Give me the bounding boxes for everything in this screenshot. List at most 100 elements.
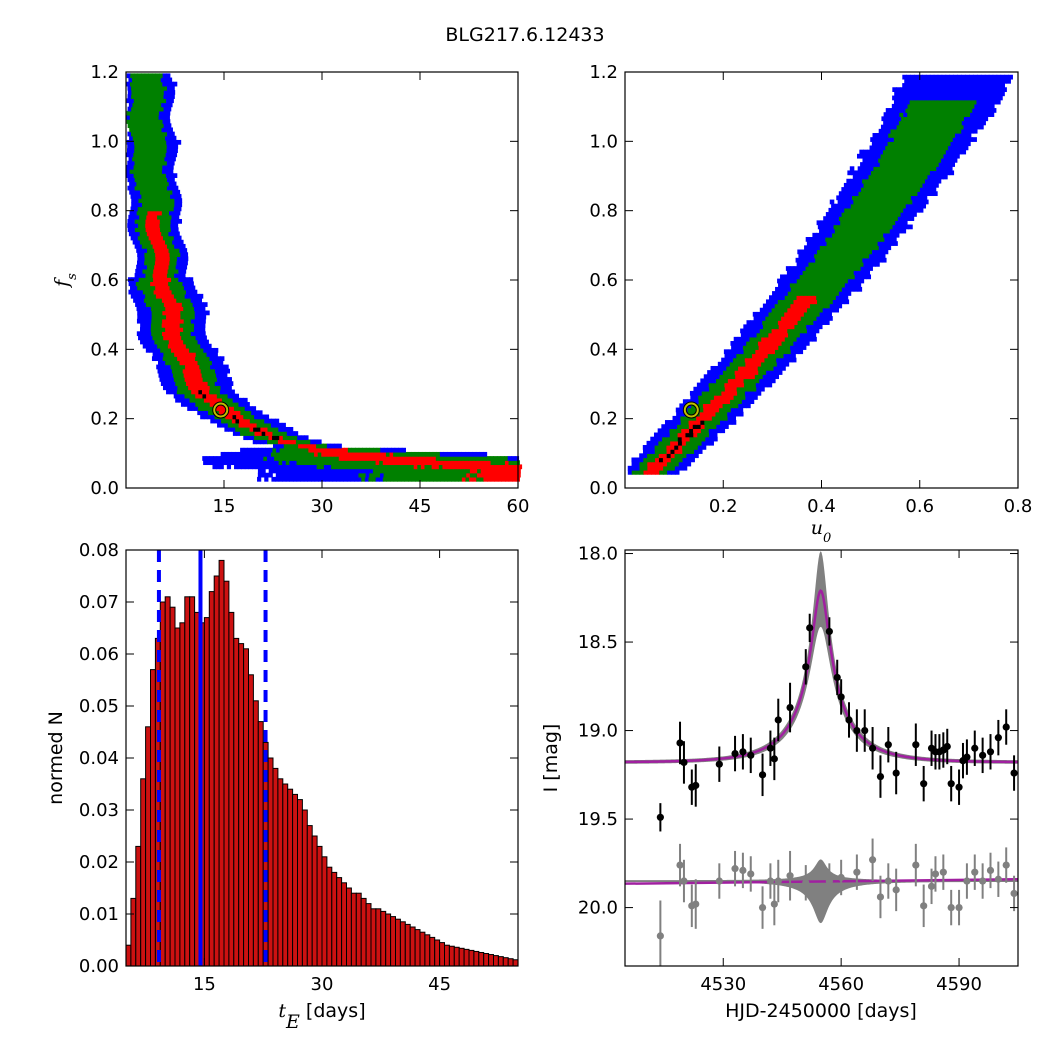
posterior-cell	[819, 245, 825, 251]
posterior-cell	[929, 99, 934, 105]
data-point	[739, 748, 747, 756]
posterior-cell	[912, 199, 917, 205]
posterior-cell	[896, 174, 901, 180]
posterior-cell	[775, 353, 781, 359]
posterior-cell	[654, 445, 660, 450]
posterior-cell	[489, 464, 494, 470]
posterior-cell	[759, 328, 765, 334]
posterior-cell	[220, 422, 225, 428]
posterior-cell	[415, 476, 420, 482]
posterior-cell	[738, 370, 744, 375]
posterior-cell	[797, 320, 803, 325]
posterior-cell	[682, 449, 687, 454]
posterior-cell	[807, 245, 813, 251]
posterior-cell	[149, 106, 154, 112]
posterior-cell	[133, 169, 138, 174]
posterior-cell	[917, 99, 923, 105]
posterior-cell	[138, 123, 143, 129]
posterior-cell	[899, 103, 905, 109]
posterior-cell	[948, 145, 953, 151]
posterior-cell	[873, 212, 878, 217]
posterior-cell	[671, 469, 676, 475]
posterior-cell	[144, 139, 149, 145]
posterior-cell	[275, 472, 280, 478]
data-point	[656, 813, 664, 821]
posterior-cell	[205, 389, 210, 395]
posterior-cell	[264, 435, 270, 441]
posterior-cell	[153, 277, 158, 282]
posterior-cell	[919, 187, 925, 192]
posterior-cell	[890, 149, 896, 155]
posterior-cell	[194, 314, 199, 320]
posterior-cell	[136, 169, 141, 174]
posterior-cell	[979, 116, 985, 122]
posterior-cell	[169, 139, 174, 145]
posterior-cell	[155, 252, 160, 258]
posterior-cell	[681, 428, 686, 434]
posterior-cell	[846, 274, 852, 280]
posterior-cell	[153, 281, 158, 287]
posterior-cell	[879, 220, 885, 226]
posterior-cell	[466, 472, 471, 478]
posterior-cell	[684, 415, 689, 421]
posterior-cell	[674, 465, 680, 471]
posterior-cell	[759, 349, 764, 355]
posterior-cell	[934, 120, 939, 126]
posterior-cell	[834, 270, 839, 276]
posterior-cell	[278, 451, 283, 457]
posterior-cell	[855, 207, 861, 213]
posterior-cell	[847, 170, 852, 176]
posterior-cell	[786, 270, 792, 276]
posterior-cell	[933, 137, 938, 142]
posterior-cell	[790, 349, 796, 355]
posterior-cell	[949, 83, 954, 88]
posterior-cell	[329, 447, 335, 453]
posterior-cell	[175, 327, 181, 332]
posterior-cell	[297, 468, 302, 474]
posterior-cell	[173, 223, 179, 228]
posterior-cell	[870, 245, 876, 251]
y-tick-label: 0.07	[79, 592, 119, 613]
posterior-cell	[339, 451, 344, 457]
posterior-cell	[288, 456, 293, 461]
posterior-cell	[870, 191, 875, 197]
posterior-cell	[186, 368, 191, 374]
residual-point	[955, 903, 963, 912]
posterior-cell	[150, 306, 156, 312]
posterior-cell	[912, 187, 917, 192]
posterior-cell	[814, 241, 820, 246]
posterior-cell	[313, 464, 318, 470]
posterior-cell	[850, 241, 855, 246]
posterior-cell	[842, 216, 848, 221]
posterior-cell	[150, 181, 155, 187]
posterior-cell	[213, 460, 219, 466]
posterior-cell	[793, 320, 799, 325]
posterior-cell	[168, 248, 173, 253]
posterior-cell	[139, 102, 144, 108]
posterior-cell	[421, 451, 427, 457]
posterior-cell	[855, 220, 861, 226]
posterior-cell	[891, 207, 896, 213]
posterior-cell	[376, 468, 381, 474]
data-point	[1010, 769, 1018, 777]
posterior-cell	[299, 451, 304, 457]
posterior-cell	[946, 141, 952, 147]
posterior-cell	[283, 468, 288, 474]
posterior-cell	[169, 173, 174, 178]
posterior-cell	[144, 73, 149, 79]
posterior-cell	[791, 291, 797, 296]
posterior-cell	[140, 252, 145, 258]
posterior-cell	[216, 377, 222, 382]
posterior-cell	[201, 360, 206, 366]
posterior-cell	[375, 451, 380, 457]
posterior-cell	[197, 298, 203, 303]
posterior-cell	[156, 177, 161, 183]
posterior-cell	[759, 353, 765, 359]
posterior-cell	[832, 278, 837, 284]
posterior-cell	[198, 402, 204, 407]
posterior-cell	[138, 227, 143, 233]
posterior-cell	[775, 328, 781, 334]
posterior-cell	[169, 310, 174, 316]
posterior-cell	[869, 199, 874, 205]
posterior-cell	[175, 231, 180, 237]
